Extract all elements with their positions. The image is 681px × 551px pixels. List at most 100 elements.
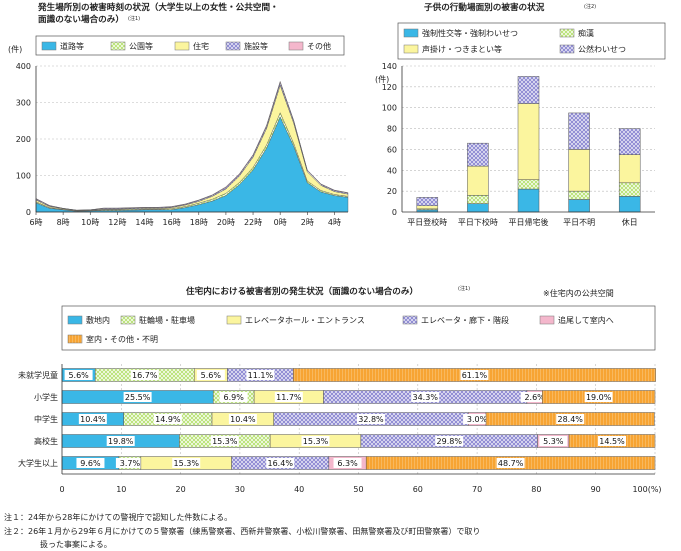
area-legend-swatch-1 xyxy=(110,41,126,51)
hbar-xtick-2: 20 xyxy=(176,485,186,494)
bar-segment-0-3 xyxy=(416,197,439,206)
hbar-label-bg-2-0 xyxy=(78,414,107,424)
bar-segment-1-3 xyxy=(467,142,489,167)
bar-chart-ylabel: (件) xyxy=(375,74,389,84)
hbar-xtick-3: 30 xyxy=(235,485,245,494)
area-xtick-1: 8時 xyxy=(57,218,70,227)
hbar-label-bg-2-5 xyxy=(556,414,585,424)
hbar-label-3-3: 29.8% xyxy=(437,437,463,446)
area-xtick-8: 22時 xyxy=(244,218,262,227)
hbar-label-1-0: 25.5% xyxy=(125,393,151,402)
bar-segment-4-3 xyxy=(618,128,641,155)
area-legend-swatch-3 xyxy=(225,41,241,51)
hbar-label-2-3: 32.8% xyxy=(358,415,384,424)
hbar-label-bg-3-1 xyxy=(210,436,239,446)
hbar-label-3-5: 14.5% xyxy=(599,437,625,446)
area-chart-title-line1: 発生場所別の被害時刻の状況（大学生以上の女性・公共空間・ xyxy=(37,1,279,13)
hbar-label-bg-4-3 xyxy=(266,458,295,468)
bar-segment-2-2 xyxy=(517,103,540,180)
hbar-chart-plot: 0 10 20 30 40 50 60 70 80 90 100(%) 未就学児童 5.6% 16.7% 5… xyxy=(18,364,662,494)
area-legend-swatch-2 xyxy=(174,41,190,51)
bar-legend-label-2: 声掛け・つきまとい等 xyxy=(422,44,502,54)
bar-segment-3-1 xyxy=(568,190,590,200)
hbar-legend-label-3: エレベータ・廊下・階段 xyxy=(421,315,509,325)
area-chart-plot: 0 100 200 300 400 6時 8時 10時 12時 14時 16時 18時 20時 22時 0時… xyxy=(16,62,349,227)
bar-chart-note-mark: (注2) xyxy=(584,3,596,10)
hbar-legend-swatch-2 xyxy=(226,315,242,325)
bar-xtick-2: 平日帰宅後 xyxy=(509,217,549,227)
area-chart-time-of-day: 発生場所別の被害時刻の状況（大学生以上の女性・公共空間・ 面識のない場合のみ） … xyxy=(8,1,349,227)
bar-chart-children-scenes: 子供の行動場面別の被害の状況 (注2) (件) 強制性交等・強制わいせつ 痴漢声掛… xyxy=(375,1,666,227)
area-legend-swatch-0 xyxy=(41,41,57,51)
hbar-label-bg-2-1 xyxy=(153,414,182,424)
hbar-chart-housing: 住宅内における被害者別の発生状況（面識のない場合のみ） (注1) ※住宅内の公共… xyxy=(18,285,662,494)
hbar-label-bg-4-1 xyxy=(115,458,144,468)
hbar-label-bg-3-5 xyxy=(598,436,627,446)
bar-segment-3-3 xyxy=(568,112,590,150)
hbar-label-4-4: 6.3% xyxy=(337,459,358,468)
footnote-2-cont: 扱った事案による。 xyxy=(40,539,112,549)
hbar-legend-label-1: 駐輪場・駐車場 xyxy=(139,315,195,325)
bar-ytick-3: 60 xyxy=(387,145,397,154)
hbar-label-bg-0-5 xyxy=(460,370,489,380)
hbar-label-bg-0-1 xyxy=(130,370,159,380)
bar-xtick-3: 平日不明 xyxy=(563,218,595,227)
hbar-legend-swatch-3 xyxy=(402,315,418,325)
area-chart-legend: 道路等 公園等 住宅 施設等 その他 xyxy=(35,35,345,56)
hbar-label-bg-1-4 xyxy=(520,392,549,402)
area-xtick-0: 6時 xyxy=(29,218,42,227)
bar-segment-3-2 xyxy=(568,149,590,192)
footnotes: 注１：24年から28年にかけての警視庁で認知した件数による。 注２：26年１月か… xyxy=(4,512,480,549)
hbar-legend-label-4: 追尾して室内へ xyxy=(558,315,614,325)
area-ytick-0: 0 xyxy=(26,208,31,217)
bar-ytick-5: 100 xyxy=(382,104,397,113)
area-xtick-2: 10時 xyxy=(81,218,99,227)
hbar-label-2-5: 28.4% xyxy=(557,415,583,424)
hbar-legend-label-2: エレベータホール・エントランス xyxy=(245,316,365,325)
hbar-legend-box xyxy=(61,305,656,351)
hbar-label-bg-3-4 xyxy=(539,436,568,446)
hbar-label-4-0: 9.6% xyxy=(80,459,101,468)
bar-segment-2-0 xyxy=(517,188,540,213)
hbar-xtick-0: 0 xyxy=(59,485,64,494)
bar-segment-0-2 xyxy=(416,205,439,210)
hbar-xtick-9: 90 xyxy=(591,485,601,494)
hbar-label-1-3: 34.3% xyxy=(413,393,439,402)
hbar-label-1-4: 2.6% xyxy=(524,393,545,402)
hbar-chart-legend: 敷地内 駐輪場・駐車場 エレベータホール・エントランス エレベータ・廊下・階段 追尾して… xyxy=(61,305,656,351)
footnote-2: 注２：26年１月から29年６月にかけての５警察署（練馬警察署、西新井警察署、小松… xyxy=(4,526,480,536)
hbar-label-3-4: 5.3% xyxy=(543,437,564,446)
hbar-label-0-1: 16.7% xyxy=(132,371,158,380)
hbar-label-2-4: 3.0% xyxy=(467,415,488,424)
bar-segment-3-0 xyxy=(568,199,590,213)
hbar-label-bg-4-2 xyxy=(172,458,201,468)
bar-xtick-0: 平日登校時 xyxy=(407,217,447,227)
bar-segment-4-2 xyxy=(618,154,641,184)
hbar-label-4-2: 15.3% xyxy=(174,459,200,468)
area-xtick-4: 14時 xyxy=(135,218,153,227)
hbar-category-0: 未就学児童 xyxy=(18,370,58,380)
area-chart-note-mark: (注1) xyxy=(128,15,140,22)
hbar-chart-title: 住宅内における被害者別の発生状況（面識のない場合のみ） xyxy=(186,285,418,297)
hbar-label-0-5: 61.1% xyxy=(462,371,488,380)
area-legend-label-4: その他 xyxy=(307,41,331,51)
bar-segment-4-1 xyxy=(618,182,641,197)
hbar-label-bg-4-5 xyxy=(496,458,525,468)
bar-ytick-2: 40 xyxy=(387,166,397,175)
bar-ytick-7: 140 xyxy=(382,62,397,71)
hbar-xtick-10: 100(%) xyxy=(632,485,661,494)
hbar-category-2: 中学生 xyxy=(34,414,58,424)
hbar-legend-label-0: 敷地内 xyxy=(86,315,110,325)
area-legend-label-3: 施設等 xyxy=(244,41,268,51)
hbar-label-bg-2-3 xyxy=(356,414,385,424)
hbar-legend-swatch-4 xyxy=(539,315,555,325)
area-xtick-9: 0時 xyxy=(274,218,287,227)
hbar-label-bg-2-4 xyxy=(463,414,492,424)
bar-xtick-1: 平日下校時 xyxy=(458,217,498,227)
area-series-4 xyxy=(35,80,349,211)
area-legend-swatch-4 xyxy=(288,41,304,51)
area-legend-label-0: 道路等 xyxy=(60,41,84,51)
hbar-label-3-1: 15.3% xyxy=(212,437,238,446)
area-xtick-3: 12時 xyxy=(108,218,126,227)
bar-segment-1-0 xyxy=(467,203,489,213)
